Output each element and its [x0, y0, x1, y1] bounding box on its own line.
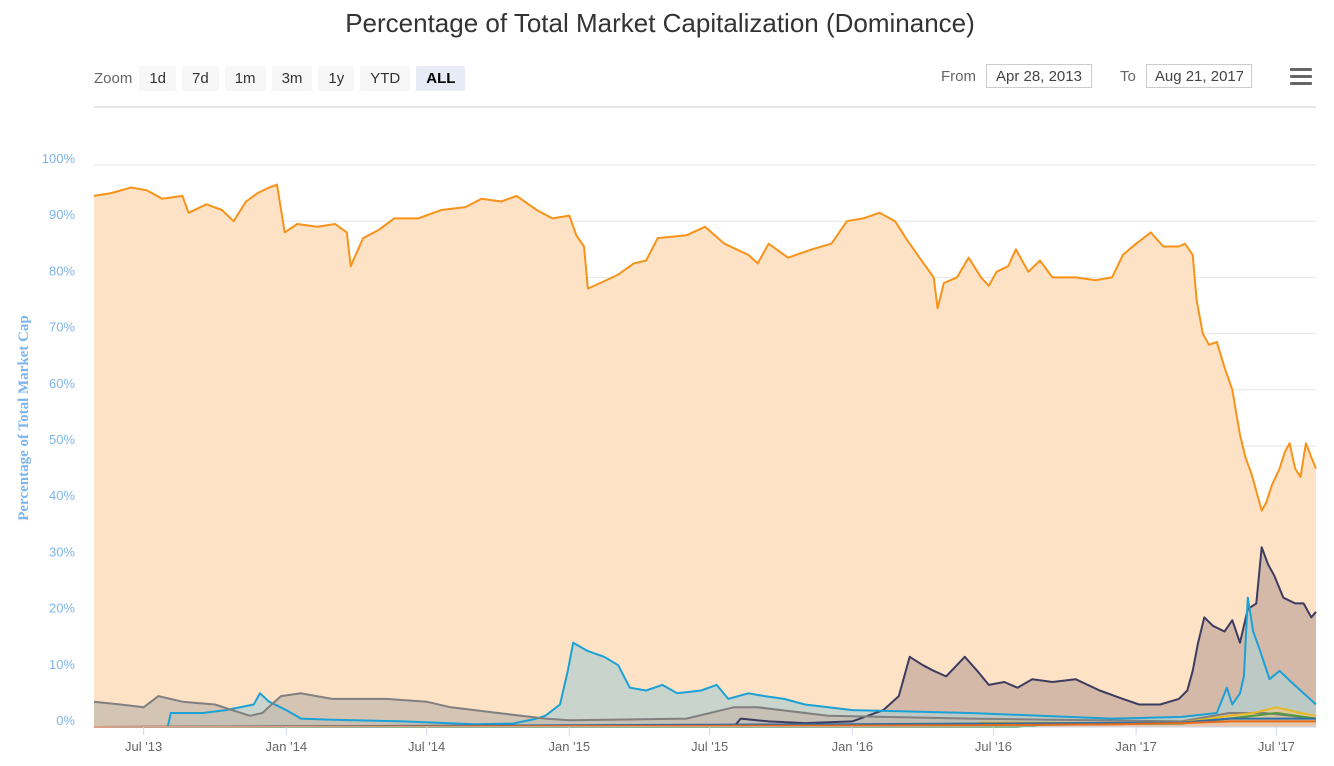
series-line-3[interactable]	[93, 692, 1317, 723]
range-from: From	[941, 64, 1092, 88]
range-to: To	[1120, 64, 1252, 88]
series-line-0[interactable]	[93, 183, 1317, 512]
y-tick-label: 60%	[49, 376, 75, 391]
zoom-1y-button[interactable]: 1y	[318, 65, 355, 91]
x-tick-label: Jul '13	[125, 739, 162, 754]
y-tick-label: 40%	[49, 488, 75, 503]
y-tick-label: 30%	[49, 544, 75, 559]
y-tick-label: 10%	[49, 657, 75, 672]
x-axis-ticks: Jul '13 Jan '14 Jul '14 Jan '15 Jul '15 Jan '…	[125, 727, 1295, 754]
series-areas	[94, 184, 1316, 727]
x-tick-label: Jul '16	[975, 739, 1012, 754]
x-tick-label: Jan '15	[549, 739, 591, 754]
y-tick-label: 80%	[49, 263, 75, 278]
series-area-3	[94, 693, 1316, 727]
y-tick-label: 0%	[56, 713, 75, 728]
series-lines	[93, 183, 1317, 728]
zoom-ytd-button[interactable]: YTD	[360, 65, 411, 91]
from-label: From	[941, 67, 976, 85]
series-area-1	[94, 547, 1316, 727]
series-line-2[interactable]	[94, 596, 1317, 728]
y-axis-label: Percentage of Total Market Cap	[16, 315, 32, 521]
menu-bar-icon	[1290, 75, 1312, 78]
chart-title: Percentage of Total Market Capitalizatio…	[345, 8, 975, 38]
series-area-0	[94, 184, 1316, 727]
zoom-all-button[interactable]: ALL	[416, 65, 466, 91]
zoom-1d-button[interactable]: 1d	[139, 65, 177, 91]
zoom-7d-button[interactable]: 7d	[182, 65, 219, 91]
series-line-7[interactable]	[93, 720, 1316, 728]
x-tick-label: Jan '17	[1115, 739, 1157, 754]
zoom-1m-button[interactable]: 1m	[224, 65, 266, 91]
to-date-input[interactable]	[1145, 64, 1252, 88]
x-tick-label: Jul '15	[691, 739, 728, 754]
to-label: To	[1120, 67, 1136, 85]
y-tick-label: 100%	[42, 151, 76, 166]
hamburger-menu-icon[interactable]	[1290, 68, 1312, 90]
y-tick-label: 90%	[49, 207, 75, 222]
y-tick-label: 70%	[49, 320, 75, 335]
zoom-3m-button[interactable]: 3m	[271, 65, 313, 91]
from-date-input[interactable]	[986, 64, 1092, 88]
menu-bar-icon	[1290, 82, 1312, 85]
zoom-toolbar: Zoom 1d 7d 1m 3m 1y YTD ALL	[94, 64, 471, 92]
menu-bar-icon	[1290, 68, 1312, 71]
y-axis-ticks: 0% 10% 20% 30% 40% 50% 60% 70% 80% 90% 100%	[42, 151, 76, 728]
x-tick-label: Jul '14	[408, 739, 445, 754]
y-tick-label: 50%	[49, 432, 75, 447]
y-tick-label: 20%	[49, 601, 75, 616]
series-line-1[interactable]	[94, 546, 1317, 728]
x-tick-label: Jul '17	[1258, 739, 1295, 754]
x-tick-label: Jan '16	[832, 739, 874, 754]
zoom-label: Zoom	[94, 69, 133, 87]
x-tick-label: Jan '14	[266, 739, 308, 754]
